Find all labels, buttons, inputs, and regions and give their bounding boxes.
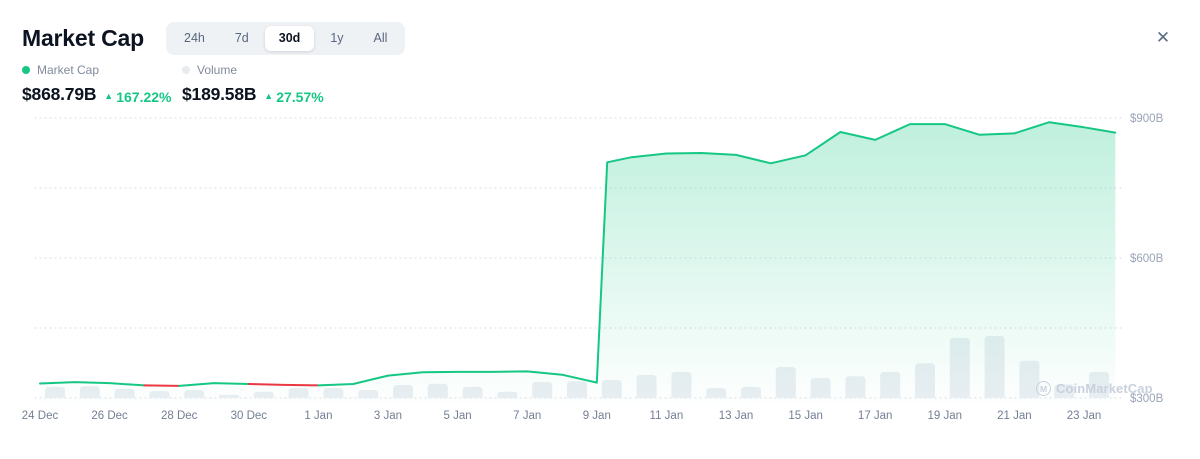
- volume-stat: Volume $189.58B ▲ 27.57%: [182, 63, 340, 105]
- market-cap-change-pct: 167.22%: [116, 89, 172, 105]
- x-axis-label: 5 Jan: [444, 410, 472, 422]
- x-axis-label: 19 Jan: [928, 410, 963, 422]
- stats-row: Market Cap $868.79B ▲ 167.22% Volume $18…: [22, 63, 340, 105]
- x-axis-label: 15 Jan: [788, 410, 823, 422]
- volume-value: $189.58B: [182, 84, 257, 104]
- market-cap-value: $868.79B: [22, 84, 97, 104]
- y-axis-label: $600B: [1130, 253, 1164, 265]
- x-axis-label: 23 Jan: [1067, 410, 1102, 422]
- volume-change: ▲ 27.57%: [264, 89, 323, 105]
- y-axis-label: $300B: [1130, 393, 1164, 405]
- market-cap-line: [317, 121, 1117, 387]
- time-range-tabs: 24h 7d 30d 1y All: [166, 22, 406, 55]
- market-cap-change: ▲ 167.22%: [104, 89, 171, 105]
- x-axis-label: 1 Jan: [304, 410, 332, 422]
- tab-24h[interactable]: 24h: [184, 31, 205, 45]
- tab-7d[interactable]: 7d: [234, 31, 249, 45]
- market-cap-line: [39, 381, 146, 387]
- market-cap-legend-dot-icon: [22, 66, 30, 74]
- x-axis-label: 11 Jan: [650, 410, 684, 422]
- volume-legend-dot-icon: [182, 66, 190, 74]
- x-axis-label: 13 Jan: [719, 410, 754, 422]
- page-title: Market Cap: [22, 25, 144, 51]
- market-cap-legend-label[interactable]: Market Cap: [37, 63, 100, 77]
- x-axis-label: 17 Jan: [858, 410, 893, 422]
- x-axis-label: 7 Jan: [513, 410, 541, 422]
- volume-legend-label[interactable]: Volume: [197, 63, 238, 77]
- chart-header: Market Cap 24h 7d 30d 1y All: [22, 22, 406, 55]
- x-axis-label: 21 Jan: [997, 410, 1032, 422]
- x-axis-label: 30 Dec: [231, 410, 268, 422]
- x-axis-label: 3 Jan: [374, 410, 402, 422]
- market-cap-line: [178, 382, 250, 387]
- close-icon[interactable]: ✕: [1152, 27, 1174, 49]
- market-cap-stat: Market Cap $868.79B ▲ 167.22%: [22, 63, 180, 105]
- y-axis-label: $900B: [1130, 113, 1164, 125]
- tab-30d[interactable]: 30d: [264, 26, 315, 51]
- tab-1y[interactable]: 1y: [330, 31, 344, 45]
- market-cap-line-red-segment: [143, 384, 181, 387]
- up-arrow-icon: ▲: [104, 91, 114, 101]
- up-arrow-icon: ▲: [264, 91, 274, 101]
- x-axis-label: 24 Dec: [22, 410, 59, 422]
- x-axis-label: 28 Dec: [161, 410, 198, 422]
- market-cap-line-red-segment: [247, 383, 320, 387]
- x-axis-label: 9 Jan: [583, 410, 611, 422]
- market-cap-area: [40, 122, 1116, 410]
- volume-change-pct: 27.57%: [276, 89, 324, 105]
- x-axis-label: 26 Dec: [91, 410, 128, 422]
- tab-all[interactable]: All: [373, 31, 388, 45]
